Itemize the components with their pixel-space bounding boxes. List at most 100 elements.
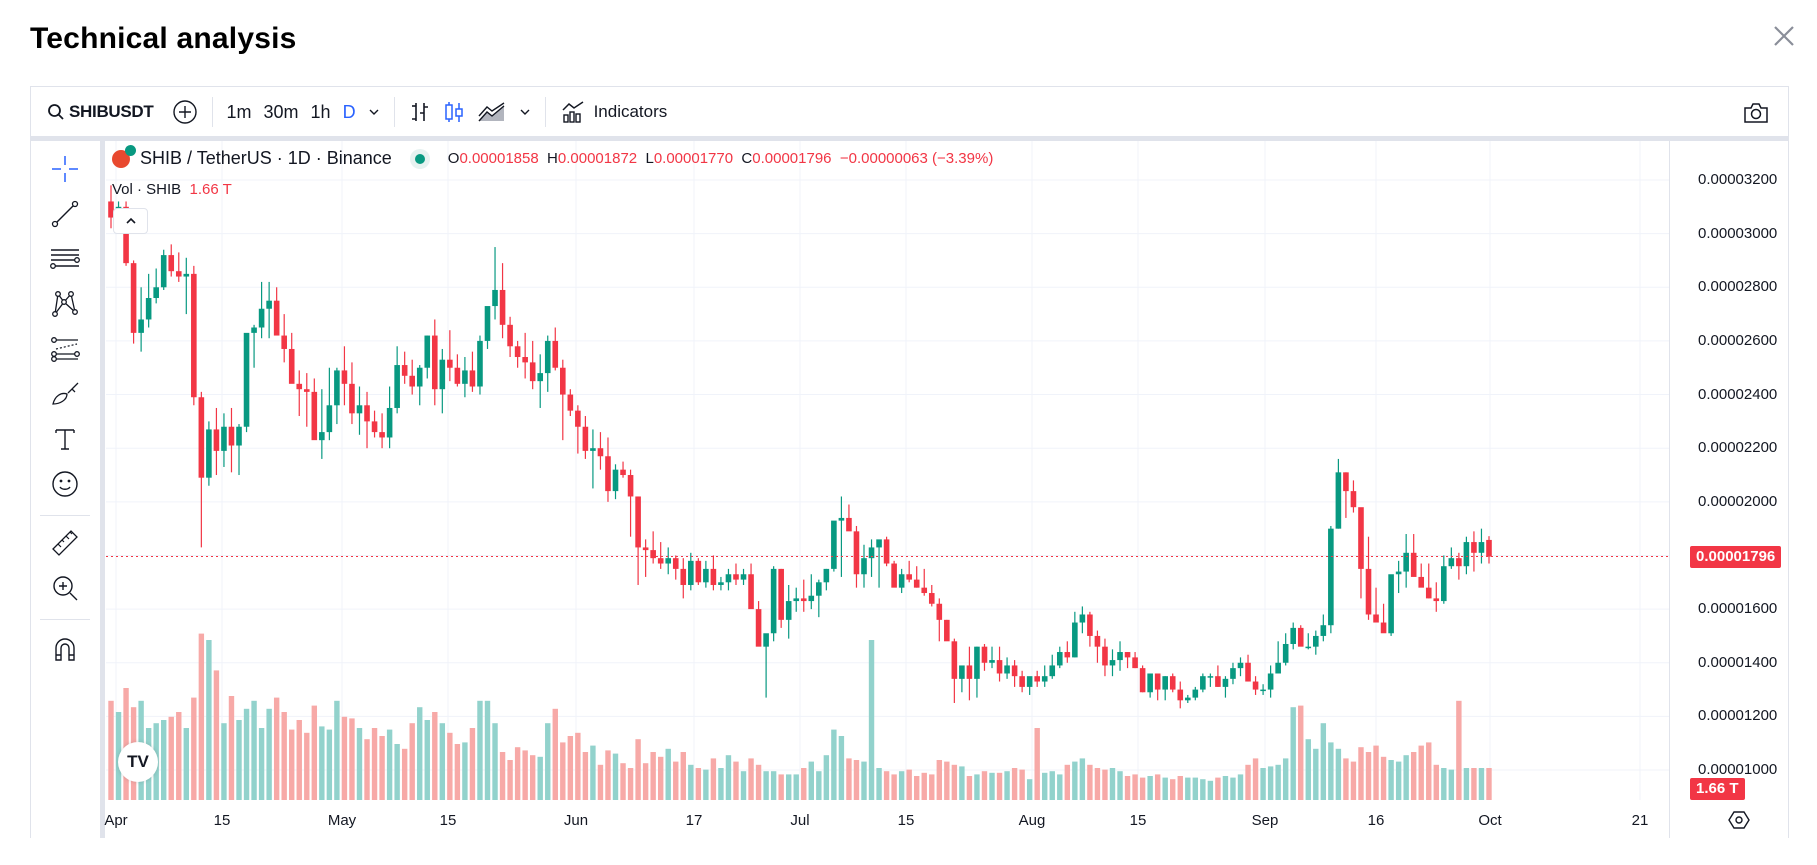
indicators-label: Indicators [593,102,668,121]
snapshot-button[interactable] [1736,95,1776,131]
zoom-in-tool[interactable] [47,570,83,606]
plus-circle-icon [172,100,197,124]
volume-legend: Vol · SHIB 1.66 T [112,181,232,198]
toolbar-divider-line [31,136,1788,141]
chevron-down-icon [520,109,530,115]
camera-icon [1744,103,1768,123]
ruler-icon [52,530,78,556]
toolbar-divider [544,97,546,127]
candles-chart-type-button[interactable] [437,94,471,130]
dialog-title: Technical analysis [30,22,297,55]
toolbar-divider [40,515,90,516]
price-tick-label: 0.00001200 [1698,707,1778,725]
crosshair-icon [52,156,78,182]
current-volume-tag: 1.66 T [1690,778,1745,800]
price-tick-label: 0.00003200 [1698,171,1778,188]
shib-coin-icon [112,144,136,168]
chevron-up-icon [125,217,136,224]
toolbar-divider [40,619,90,620]
symbol-search-button[interactable]: SHIBUSDT [41,94,160,130]
brush-icon [52,382,79,405]
toolbar-divider [393,97,395,127]
indicators-icon [562,101,583,123]
chart-widget [30,86,1789,838]
plot-left-border [100,141,105,838]
area-chart-type-button[interactable] [471,94,513,130]
chart-type-dropdown[interactable] [513,94,537,130]
date-tick-label: 15 [897,812,915,829]
horizontal-lines-tool[interactable] [47,241,83,277]
horizontal-lines-icon [50,249,80,269]
interval-1m[interactable]: 1m [226,101,252,122]
indicators-button[interactable]: Indicators [554,94,674,130]
date-tick-label: Apr [104,812,128,829]
chart-legend: SHIB / TetherUS · 1D · Binance O0.000018… [112,144,994,169]
crosshair-tool[interactable] [47,151,83,187]
interval-1d[interactable]: D [342,101,356,122]
open-value: 0.00001858 [459,150,539,167]
bar-chart-icon [411,103,428,121]
price-tick-label: 0.00003000 [1698,224,1778,242]
search-icon [48,104,64,120]
candles-icon [444,102,463,122]
date-tick-label: 15 [1129,812,1147,829]
price-tick-label: 0.00001400 [1698,653,1778,671]
interval-1h[interactable]: 1h [310,101,331,122]
symbol-title[interactable]: SHIB / TetherUS · 1D · Binance [140,148,392,168]
brush-tool[interactable] [47,376,83,412]
date-tick-label: 16 [1367,812,1385,829]
text-icon [55,429,75,450]
chevron-down-icon [369,109,379,115]
price-axis-border [1669,141,1670,838]
date-tick-label: Sep [1251,812,1279,829]
trend-line-tool[interactable] [47,196,83,232]
close-button[interactable] [1770,22,1798,50]
interval-30m[interactable]: 30m [263,101,299,122]
volume-value: 1.66 T [189,181,232,198]
price-tick-label: 0.00002200 [1698,439,1778,457]
date-tick-label: 21 [1631,812,1649,829]
date-tick-label: 15 [439,812,457,829]
date-tick-label: 15 [213,812,231,829]
market-status-icon[interactable] [409,148,430,169]
date-tick-label: Oct [1478,812,1502,829]
collapse-legend-button[interactable] [113,208,148,234]
date-tick-label: Jun [563,812,589,829]
emoji-tool[interactable] [47,466,83,502]
emoji-icon [52,471,78,497]
chart-settings-button[interactable] [1728,809,1750,831]
low-value: 0.00001770 [653,150,734,167]
price-tick-label: 0.00002000 [1698,492,1778,510]
volume-label: Vol · SHIB [112,181,182,198]
pattern-icon [52,291,78,317]
area-chart-icon [478,102,505,122]
price-tick-label: 0.00002400 [1698,385,1778,403]
compare-symbol-button[interactable] [166,94,204,130]
magnet-tool[interactable] [47,631,83,667]
fib-retracement-tool[interactable] [47,331,83,367]
drawing-toolbar [31,141,100,838]
bar-chart-type-button[interactable] [403,94,437,130]
measure-tool[interactable] [47,525,83,561]
date-tick-label: 17 [685,812,703,829]
trend-line-icon [51,200,79,228]
pattern-tool[interactable] [47,286,83,322]
interval-dropdown[interactable] [362,94,386,130]
current-price-tag: 0.00001796 [1690,546,1782,568]
date-tick-label: Jul [790,812,810,829]
toolbar-divider [211,97,213,127]
price-tick-label: 0.00002800 [1698,278,1778,296]
tradingview-logo[interactable]: TV [118,742,158,782]
high-value: 0.00001872 [557,150,638,167]
ohlc-values: O0.00001858 H0.00001872 L0.00001770 C0.0… [447,150,994,167]
magnet-icon [55,638,75,661]
symbol-label: SHIBUSDT [69,102,154,121]
chart-toolbar: SHIBUSDT 1m 30m 1h D Indicators [31,87,1788,137]
tv-logo-icon: TV [127,752,149,771]
zoom-in-icon [53,576,78,601]
text-tool[interactable] [47,421,83,457]
price-tick-label: 0.00001600 [1698,600,1778,618]
close-icon [1774,26,1794,46]
date-tick-label: May [327,812,357,829]
